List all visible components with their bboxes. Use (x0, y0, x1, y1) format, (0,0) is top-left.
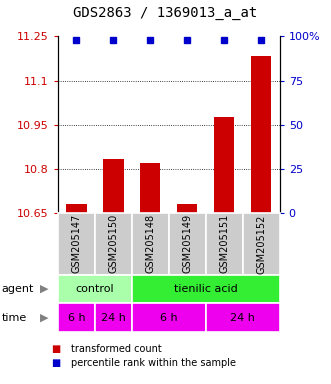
Text: GSM205151: GSM205151 (219, 214, 229, 273)
Text: transformed count: transformed count (71, 344, 162, 354)
Text: 6 h: 6 h (160, 313, 178, 323)
Text: GDS2863 / 1369013_a_at: GDS2863 / 1369013_a_at (73, 7, 258, 20)
Text: 24 h: 24 h (230, 313, 255, 323)
Text: 24 h: 24 h (101, 313, 126, 323)
Text: 6 h: 6 h (68, 313, 85, 323)
Text: GSM205148: GSM205148 (145, 214, 155, 273)
Bar (66, 204, 87, 213)
Text: GSM205150: GSM205150 (108, 214, 118, 273)
Bar (103, 159, 123, 213)
Bar (140, 163, 161, 213)
Text: GSM205149: GSM205149 (182, 214, 192, 273)
Text: GSM205147: GSM205147 (71, 214, 81, 273)
Bar (177, 204, 198, 213)
Text: GSM205152: GSM205152 (256, 214, 266, 273)
Text: agent: agent (2, 284, 34, 294)
Text: ▶: ▶ (40, 284, 49, 294)
Text: tienilic acid: tienilic acid (174, 284, 238, 294)
Text: ▶: ▶ (40, 313, 49, 323)
Text: ■: ■ (51, 358, 61, 368)
Text: ■: ■ (51, 344, 61, 354)
Text: time: time (2, 313, 27, 323)
Text: percentile rank within the sample: percentile rank within the sample (71, 358, 236, 368)
Text: control: control (75, 284, 114, 294)
Bar (214, 118, 234, 213)
Bar (251, 56, 271, 213)
